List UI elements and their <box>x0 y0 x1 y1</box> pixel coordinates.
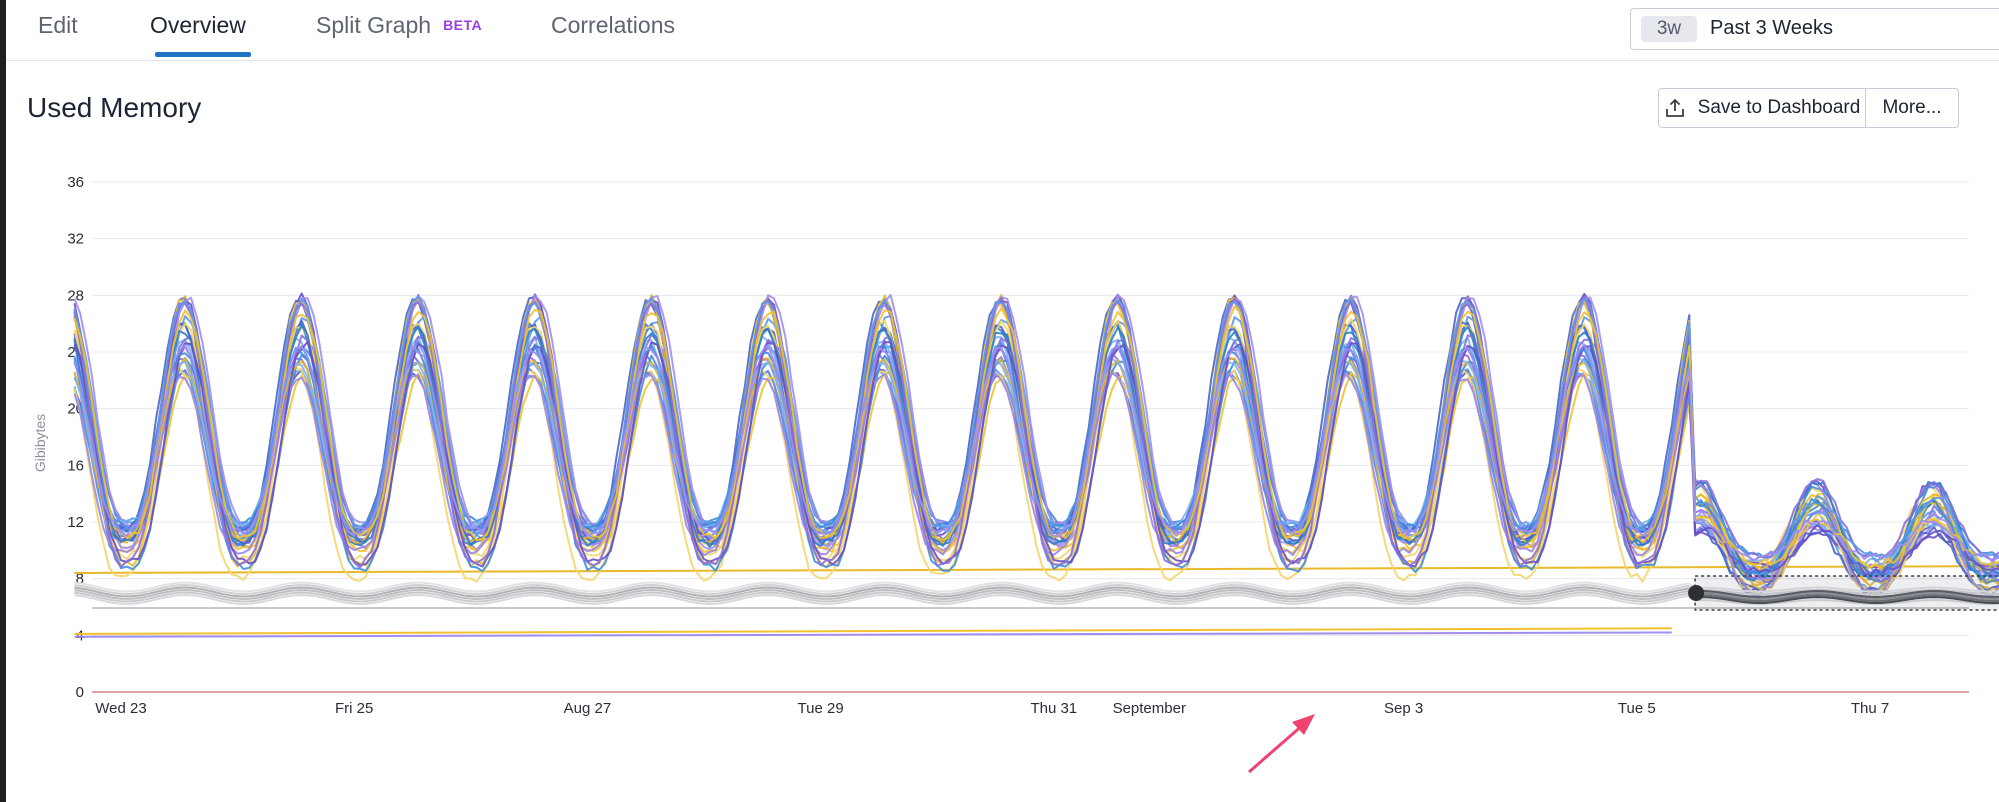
tab-correlations[interactable]: Correlations <box>551 12 675 38</box>
x-tick-label: Sep 3 <box>1384 700 1423 717</box>
y-tick-label: 0 <box>76 684 84 701</box>
y-tick-label: 32 <box>67 231 84 248</box>
flat-series-line <box>74 627 1672 635</box>
overview-strip <box>74 581 1999 609</box>
series-line <box>73 344 1999 563</box>
x-axis-ticks: Wed 23 Fri 25 Aug 27 Tue 29 Thu 31 September S… <box>95 700 1889 717</box>
x-tick-label: Thu 31 <box>1030 700 1077 717</box>
tab-overview[interactable]: Overview <box>150 12 246 38</box>
y-axis-label: Gibibytes <box>32 414 48 472</box>
beta-badge: BETA <box>443 17 483 33</box>
series-line <box>73 305 1999 569</box>
flat-series-group <box>74 565 1999 638</box>
tab-split-graph[interactable]: Split Graph BETA <box>316 12 482 39</box>
selection-line <box>1695 595 1999 605</box>
selection-line <box>1695 593 1999 603</box>
y-tick-label: 28 <box>67 287 84 304</box>
save-to-dashboard-label: Save to Dashboard <box>1697 97 1861 118</box>
series-group <box>73 292 1999 598</box>
window-edge <box>0 0 6 802</box>
tab-split-graph-label: Split Graph <box>316 12 432 38</box>
tab-bar: Edit Overview Split Graph BETA Correlatio… <box>6 0 1999 61</box>
annotation-arrow <box>1248 714 1315 774</box>
y-tick-label: 16 <box>67 457 84 474</box>
time-range-label: Past 3 Weeks <box>1710 17 1834 39</box>
x-tick-label: Fri 25 <box>335 700 373 717</box>
active-tab-indicator <box>155 52 251 57</box>
y-tick-label: 8 <box>76 571 84 588</box>
x-tick-label: Tue 29 <box>798 700 844 717</box>
x-tick-label: Thu 7 <box>1851 700 1889 717</box>
graph-title: Used Memory <box>27 92 202 123</box>
series-line <box>73 372 1999 598</box>
time-range-chip: 3w <box>1641 16 1697 42</box>
more-button[interactable]: More... <box>1866 88 1959 128</box>
overview-line <box>74 593 1999 606</box>
x-tick-label: Aug 27 <box>564 700 612 717</box>
overview-line <box>74 583 1999 596</box>
x-tick-label: Wed 23 <box>95 700 146 717</box>
overview-selection[interactable] <box>1688 575 1999 611</box>
selection-line <box>1695 591 1999 601</box>
overview-line <box>74 591 1999 603</box>
overview-line <box>74 586 1999 598</box>
selection-handle-left[interactable] <box>1688 585 1705 601</box>
series-line <box>73 293 1999 581</box>
overview-line <box>74 581 1999 593</box>
selection-line <box>1695 589 1999 599</box>
x-tick-label: September <box>1113 700 1186 717</box>
arrow-shaft <box>1248 722 1305 774</box>
series-line <box>73 366 1999 583</box>
flat-series-line <box>74 631 1672 638</box>
graph-actions: Save to Dashboard More... <box>1658 88 1959 128</box>
x-tick-label: Tue 5 <box>1618 700 1656 717</box>
export-icon <box>1665 98 1684 117</box>
time-range-picker[interactable]: 3w Past 3 Weeks <box>1630 8 1999 50</box>
overview-line <box>74 588 1999 601</box>
y-tick-label: 12 <box>67 514 84 531</box>
tab-edit[interactable]: Edit <box>38 12 78 38</box>
flat-series-line <box>74 565 1999 574</box>
save-to-dashboard-button[interactable]: Save to Dashboard <box>1658 88 1866 128</box>
series-line <box>73 296 1999 569</box>
y-tick-label: 36 <box>67 174 84 191</box>
arrow-head <box>1292 714 1315 735</box>
